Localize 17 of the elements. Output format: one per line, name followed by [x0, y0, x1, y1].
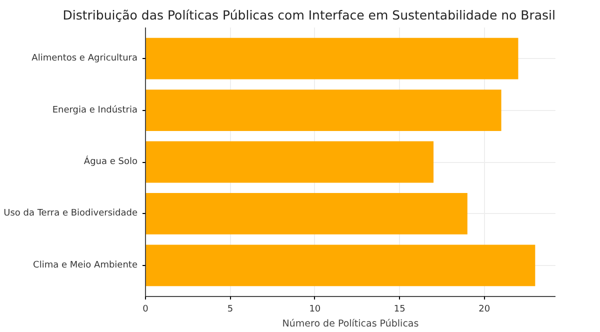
bar: [146, 244, 536, 286]
x-axis-title: Número de Políticas Públicas: [282, 318, 419, 330]
chart-title: Distribuição das Políticas Públicas com Interface em Sustentabilidade no Brasil: [62, 8, 556, 22]
bar: [146, 38, 518, 80]
y-tick-label: Energia e Indústria: [52, 104, 138, 116]
bar: [146, 141, 434, 183]
x-tick-label: 10: [309, 304, 321, 314]
y-tick-label: Uso da Terra e Biodiversidade: [4, 208, 138, 219]
x-tick-label: 15: [394, 304, 406, 314]
y-tick-label: Clima e Meio Ambiente: [33, 260, 138, 270]
y-tick-label: Água e Solo: [84, 155, 138, 167]
x-tick-label: 5: [227, 304, 234, 314]
x-tick-label: 0: [142, 304, 149, 314]
x-tick-label: 20: [478, 304, 490, 314]
bar: [146, 193, 468, 234]
bar: [146, 90, 502, 131]
y-tick-label: Alimentos e Agricultura: [32, 54, 138, 64]
